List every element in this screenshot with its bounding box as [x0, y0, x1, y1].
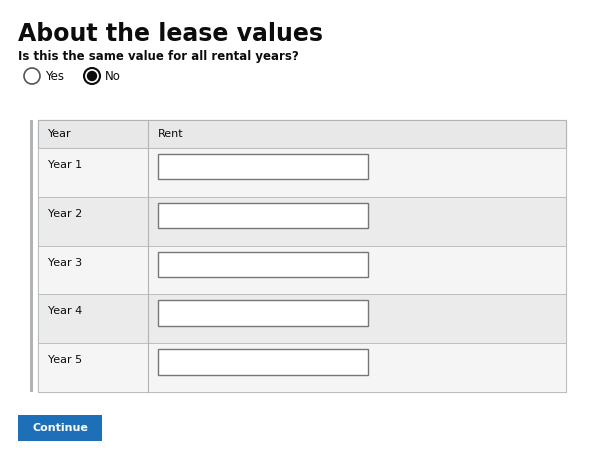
- FancyBboxPatch shape: [38, 120, 566, 148]
- FancyBboxPatch shape: [38, 197, 566, 246]
- Text: Year 5: Year 5: [48, 355, 82, 365]
- Text: Yes: Yes: [45, 69, 64, 83]
- FancyBboxPatch shape: [38, 246, 566, 294]
- Text: Year 2: Year 2: [48, 209, 82, 219]
- FancyBboxPatch shape: [158, 252, 368, 277]
- Text: About the lease values: About the lease values: [18, 22, 323, 46]
- Text: No: No: [105, 69, 121, 83]
- Text: Year 3: Year 3: [48, 258, 82, 267]
- Text: £  100000: £ 100000: [166, 211, 222, 220]
- FancyBboxPatch shape: [158, 349, 368, 375]
- FancyBboxPatch shape: [30, 120, 33, 392]
- FancyBboxPatch shape: [38, 343, 566, 392]
- Text: Year 1: Year 1: [48, 160, 82, 170]
- Text: Rent: Rent: [158, 129, 184, 139]
- Text: £  100000: £ 100000: [166, 308, 222, 318]
- Text: Year: Year: [48, 129, 72, 139]
- Text: Continue: Continue: [32, 423, 88, 433]
- Text: £  100000: £ 100000: [166, 162, 222, 172]
- FancyBboxPatch shape: [38, 148, 566, 197]
- FancyBboxPatch shape: [158, 203, 368, 228]
- FancyBboxPatch shape: [18, 415, 102, 441]
- Text: £  100000: £ 100000: [166, 357, 222, 367]
- Text: £  100000: £ 100000: [166, 259, 222, 269]
- FancyBboxPatch shape: [38, 120, 566, 392]
- FancyBboxPatch shape: [38, 294, 566, 343]
- Text: Is this the same value for all rental years?: Is this the same value for all rental ye…: [18, 50, 299, 63]
- FancyBboxPatch shape: [158, 300, 368, 326]
- Circle shape: [87, 72, 96, 80]
- FancyBboxPatch shape: [158, 154, 368, 179]
- Text: Year 4: Year 4: [48, 306, 82, 316]
